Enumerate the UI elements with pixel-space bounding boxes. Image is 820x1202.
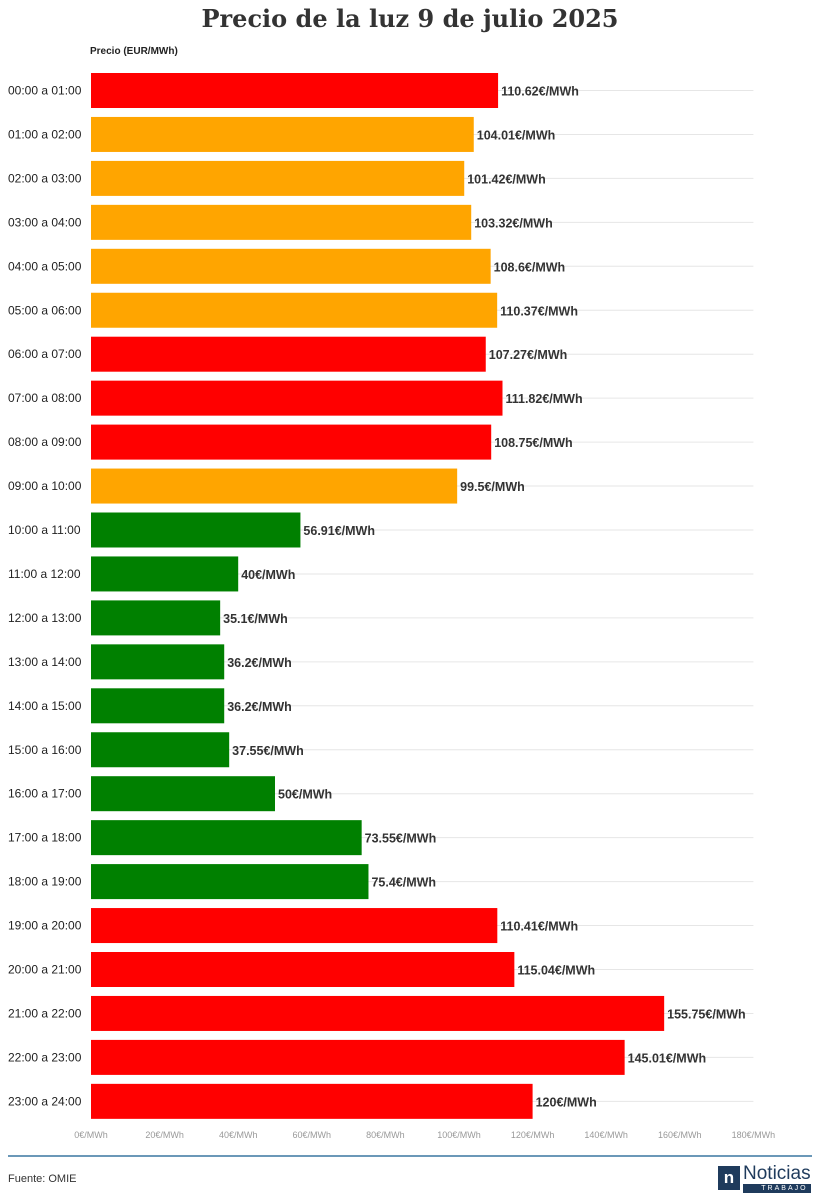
value-label: 104.01€/MWh [477,128,556,142]
bar [91,732,230,768]
value-label: 110.41€/MWh [500,920,578,934]
category-label: 13:00 a 14:00 [8,655,82,669]
bar [91,116,474,152]
category-label: 00:00 a 01:00 [8,84,82,98]
category-label: 16:00 a 17:00 [8,787,82,801]
value-label: 36.2€/MWh [227,656,292,670]
value-label: 56.91€/MWh [303,524,375,538]
source-note: Fuente: OMIE [8,1173,77,1185]
value-label: 50€/MWh [278,788,332,802]
axis-label: Precio (EUR/MWh) [90,46,178,57]
bar [91,468,458,504]
category-label: 22:00 a 23:00 [8,1050,82,1064]
value-label: 120€/MWh [536,1095,597,1109]
category-label: 17:00 a 18:00 [8,831,82,845]
value-label: 145.01€/MWh [628,1051,707,1065]
bar [91,644,225,680]
category-label: 09:00 a 10:00 [8,479,82,493]
x-tick-label: 80€/MWh [366,1130,405,1140]
category-label: 08:00 a 09:00 [8,435,82,449]
value-label: 40€/MWh [241,568,295,582]
value-label: 35.1€/MWh [223,612,288,626]
bar [91,908,498,944]
category-label: 03:00 a 04:00 [8,215,82,229]
category-label: 15:00 a 16:00 [8,743,82,757]
logo-subtitle: TRABAJO [743,1183,811,1193]
bar [91,380,503,416]
brand-logo: n Noticias TRABAJO [718,1162,811,1193]
bar [91,160,465,196]
x-tick-label: 100€/MWh [437,1130,481,1140]
bar [91,556,239,592]
category-label: 11:00 a 12:00 [8,567,81,581]
bar [91,820,362,856]
value-label: 75.4€/MWh [371,876,436,890]
value-label: 110.62€/MWh [501,85,579,99]
value-label: 108.75€/MWh [494,436,573,450]
category-label: 14:00 a 15:00 [8,699,82,713]
x-tick-label: 60€/MWh [293,1130,332,1140]
footer-divider [8,1155,812,1157]
bar [91,292,498,328]
bar [91,204,472,240]
value-label: 36.2€/MWh [227,700,292,714]
value-label: 107.27€/MWh [489,348,568,362]
value-label: 37.55€/MWh [232,744,304,758]
bar [91,995,665,1031]
category-label: 18:00 a 19:00 [8,875,82,889]
bar [91,952,515,987]
logo-icon: n [718,1166,740,1190]
x-tick-label: 140€/MWh [584,1130,628,1140]
bar [91,776,275,812]
logo-name: Noticias [743,1162,811,1184]
x-tick-label: 160€/MWh [658,1130,702,1140]
value-label: 110.37€/MWh [500,304,578,318]
category-label: 20:00 a 21:00 [8,963,82,977]
bar [91,1039,625,1075]
category-label: 19:00 a 20:00 [8,919,82,933]
bar [91,512,301,548]
bar [91,248,491,284]
value-label: 101.42€/MWh [467,172,546,186]
bar [91,600,221,636]
value-label: 73.55€/MWh [365,832,437,846]
x-tick-label: 180€/MWh [732,1130,776,1140]
bar [91,864,369,900]
x-tick-label: 40€/MWh [219,1130,258,1140]
value-label: 103.32€/MWh [474,216,553,230]
x-tick-label: 20€/MWh [145,1130,184,1140]
value-label: 108.6€/MWh [494,260,566,274]
x-tick-label: 0€/MWh [74,1130,108,1140]
chart-title: Precio de la luz 9 de julio 2025 [201,4,619,33]
bar [91,73,499,108]
value-label: 155.75€/MWh [667,1007,746,1021]
value-label: 111.82€/MWh [505,392,582,406]
x-tick-label: 120€/MWh [511,1130,555,1140]
bar [91,424,492,460]
bar [91,688,225,724]
value-label: 99.5€/MWh [460,480,525,494]
category-label: 05:00 a 06:00 [8,303,82,317]
value-label: 115.04€/MWh [517,964,595,978]
category-label: 01:00 a 02:00 [8,127,82,141]
bar [91,1083,533,1119]
bar [91,336,486,372]
category-label: 02:00 a 03:00 [8,171,82,185]
bar-chart: 00:00 a 01:00 110.62€/MWh 01:00 a 02:00 104… [8,73,776,1140]
category-label: 10:00 a 11:00 [8,523,81,537]
category-label: 06:00 a 07:00 [8,347,82,361]
category-label: 07:00 a 08:00 [8,391,82,405]
category-label: 04:00 a 05:00 [8,259,82,273]
category-label: 21:00 a 22:00 [8,1006,82,1020]
category-label: 12:00 a 13:00 [8,611,82,625]
category-label: 23:00 a 24:00 [8,1094,82,1108]
